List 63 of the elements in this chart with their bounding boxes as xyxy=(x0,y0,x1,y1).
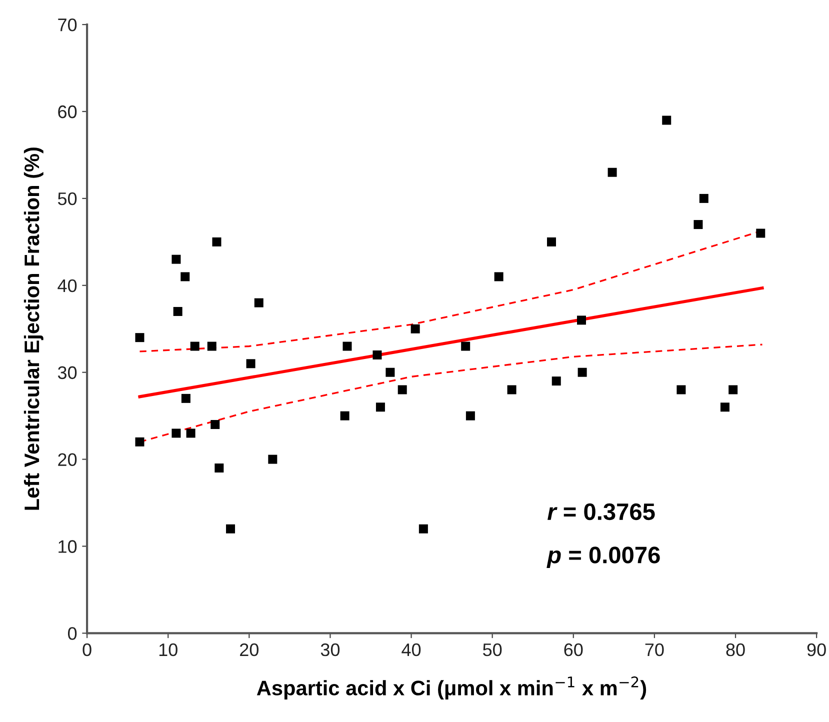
x-tick-label: 60 xyxy=(564,643,583,656)
y-tick-label: 70 xyxy=(58,18,77,32)
point xyxy=(576,316,586,325)
point xyxy=(466,411,475,420)
x-tick-label: 90 xyxy=(807,643,826,656)
point xyxy=(699,194,708,203)
point xyxy=(186,428,196,438)
point xyxy=(340,411,350,420)
x-tick-label: 70 xyxy=(645,643,664,656)
point xyxy=(342,342,352,351)
x-tick-label: 40 xyxy=(402,643,421,656)
point xyxy=(552,376,561,386)
point xyxy=(461,342,470,351)
x-tick-label: 30 xyxy=(320,643,340,656)
point xyxy=(608,168,617,177)
point xyxy=(694,220,703,230)
point xyxy=(268,454,278,464)
point xyxy=(190,342,200,351)
point xyxy=(207,342,216,351)
point xyxy=(372,350,382,360)
point xyxy=(507,385,516,394)
y-tick-label: 30 xyxy=(58,366,77,380)
y-tick-label: 20 xyxy=(58,453,77,466)
x-tick-label: 10 xyxy=(159,643,178,656)
y-tick-label: 0 xyxy=(68,627,77,640)
annotation: p = 0.0076 xyxy=(546,546,660,568)
point xyxy=(173,306,182,316)
point xyxy=(212,237,222,246)
x-tick-label: 80 xyxy=(726,643,745,656)
point xyxy=(578,368,587,377)
point xyxy=(180,272,190,282)
point xyxy=(135,437,144,446)
point xyxy=(494,272,504,282)
point xyxy=(720,402,730,412)
x-axis-title: Aspartic acid x Ci (μmol x min$^{−1}$ x m$^{−2}$) xyxy=(256,676,646,700)
annotation: r = 0.3765 xyxy=(548,503,655,520)
point xyxy=(210,420,220,430)
point xyxy=(226,524,236,534)
point xyxy=(398,385,407,394)
point xyxy=(662,116,672,125)
point xyxy=(135,333,144,342)
y-axis-title: Left Ventricular Ejection Fraction (%) xyxy=(24,148,44,510)
point xyxy=(676,385,686,394)
point xyxy=(728,385,738,394)
x-tick-label: 50 xyxy=(483,643,502,656)
point xyxy=(756,228,766,238)
y-tick-label: 40 xyxy=(58,279,77,292)
point xyxy=(214,463,224,472)
y-tick-label: 10 xyxy=(58,540,77,553)
y-tick-label: 60 xyxy=(58,105,77,118)
point xyxy=(172,428,181,438)
x-tick-label: 20 xyxy=(240,643,258,656)
point xyxy=(172,254,181,264)
y-tick-label: 50 xyxy=(58,192,77,206)
point xyxy=(181,394,190,403)
point xyxy=(547,237,556,246)
point xyxy=(386,368,395,377)
point xyxy=(376,402,385,412)
point xyxy=(254,298,264,308)
point xyxy=(410,324,420,334)
point xyxy=(418,524,428,534)
point xyxy=(246,359,256,368)
x-tick-label: 0 xyxy=(82,643,92,656)
